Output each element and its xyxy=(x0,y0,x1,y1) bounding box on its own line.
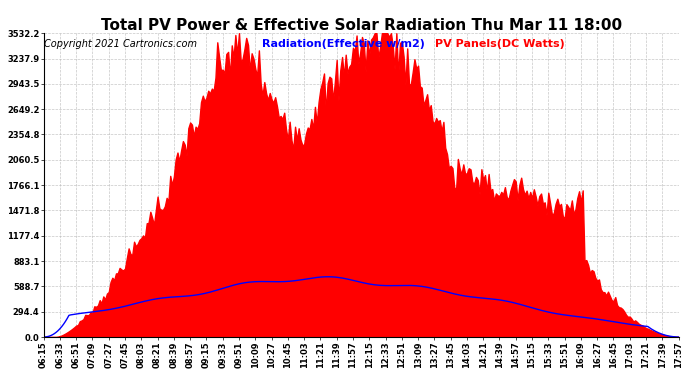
Text: Radiation(Effective w/m2): Radiation(Effective w/m2) xyxy=(262,39,425,50)
Text: PV Panels(DC Watts): PV Panels(DC Watts) xyxy=(435,39,564,50)
Title: Total PV Power & Effective Solar Radiation Thu Mar 11 18:00: Total PV Power & Effective Solar Radiati… xyxy=(101,18,622,33)
Text: Copyright 2021 Cartronics.com: Copyright 2021 Cartronics.com xyxy=(44,39,197,49)
